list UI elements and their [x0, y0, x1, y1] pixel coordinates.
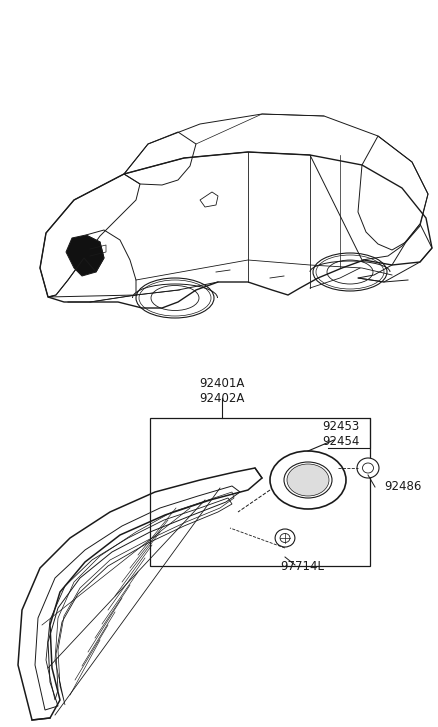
Ellipse shape	[275, 529, 294, 547]
Text: 92486: 92486	[383, 481, 420, 494]
Polygon shape	[66, 235, 104, 276]
Text: 92453
92454: 92453 92454	[321, 420, 359, 448]
Ellipse shape	[356, 458, 378, 478]
Bar	[150, 418, 369, 566]
Text: 97714L: 97714L	[279, 560, 323, 572]
Text: 92401A
92402A: 92401A 92402A	[199, 377, 244, 405]
Ellipse shape	[286, 464, 328, 496]
